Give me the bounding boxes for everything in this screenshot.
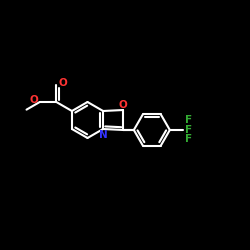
Text: O: O (119, 100, 128, 110)
Text: O: O (29, 95, 38, 105)
Text: N: N (99, 130, 108, 140)
Text: O: O (58, 78, 67, 88)
Text: F: F (185, 116, 192, 126)
Text: F: F (185, 134, 192, 144)
Text: F: F (185, 125, 192, 135)
